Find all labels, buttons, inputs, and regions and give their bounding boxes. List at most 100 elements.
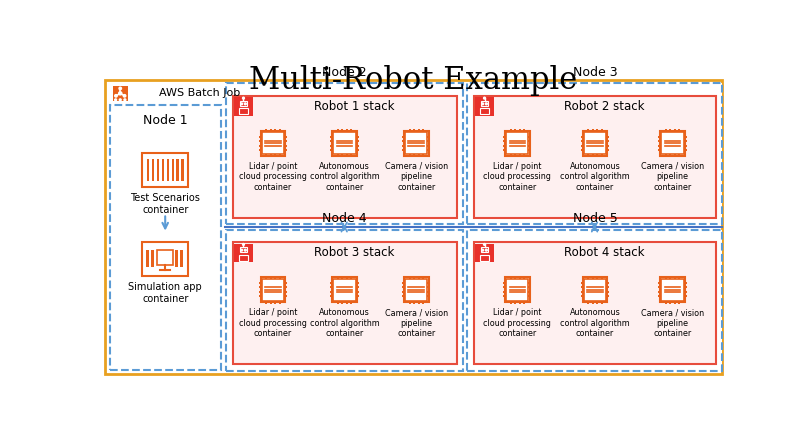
Text: Robot 2 stack: Robot 2 stack (564, 100, 645, 113)
Bar (408, 155, 411, 157)
Circle shape (482, 103, 483, 105)
Bar (408, 276, 411, 279)
Bar (337, 301, 339, 304)
Bar (266, 155, 267, 157)
Text: Camera / vision
pipeline
container: Camera / vision pipeline container (385, 308, 448, 338)
Bar (659, 286, 662, 289)
Circle shape (119, 87, 122, 90)
Bar (596, 301, 598, 304)
Text: Autonomous
control algorithm
container: Autonomous control algorithm container (560, 308, 629, 338)
Bar (583, 131, 608, 156)
Bar (278, 129, 281, 132)
Bar (428, 144, 430, 147)
Bar (504, 295, 506, 298)
Bar (684, 136, 687, 138)
Bar (413, 155, 415, 157)
Bar (259, 149, 261, 151)
Text: Lidar / point
cloud processing
container: Lidar / point cloud processing container (239, 162, 307, 192)
Bar (678, 301, 680, 304)
Circle shape (483, 244, 486, 245)
Bar (480, 108, 489, 114)
Bar (413, 129, 415, 132)
Bar (669, 129, 671, 132)
Bar (581, 136, 583, 138)
Bar (669, 155, 671, 157)
Bar (514, 129, 516, 132)
Text: Node 2: Node 2 (322, 66, 367, 79)
Bar (529, 149, 532, 151)
Bar (581, 140, 583, 142)
Bar (669, 301, 671, 304)
Bar (341, 301, 343, 304)
Bar (259, 295, 261, 298)
Bar (266, 129, 267, 132)
Bar (356, 149, 359, 151)
Bar (606, 136, 609, 138)
Bar (417, 301, 420, 304)
Bar (337, 155, 339, 157)
Bar (510, 301, 512, 304)
Bar (350, 155, 353, 157)
Bar (234, 97, 253, 116)
Bar (523, 129, 525, 132)
Bar (331, 144, 333, 147)
Bar (346, 155, 348, 157)
Circle shape (245, 103, 246, 105)
Bar (510, 155, 512, 157)
Bar (659, 144, 662, 147)
Circle shape (486, 249, 487, 251)
Bar (665, 301, 667, 304)
Bar (402, 286, 405, 289)
Text: Node 3: Node 3 (573, 66, 617, 79)
Text: Multi-Robot Example: Multi-Robot Example (249, 65, 577, 96)
Bar (166, 159, 169, 181)
Text: AWS Batch Job: AWS Batch Job (159, 88, 240, 98)
Bar (408, 129, 411, 132)
Bar (112, 86, 128, 101)
Bar (175, 250, 178, 267)
Bar (350, 276, 353, 279)
Bar (142, 242, 189, 276)
Bar (510, 129, 512, 132)
Bar (428, 149, 430, 151)
Bar (583, 278, 608, 302)
Bar (402, 136, 405, 138)
Bar (504, 140, 506, 142)
Bar (596, 155, 598, 157)
Bar (506, 279, 529, 301)
Circle shape (115, 95, 117, 97)
Bar (331, 140, 333, 142)
Bar (474, 96, 717, 218)
Bar (481, 247, 487, 252)
Circle shape (243, 244, 245, 245)
Bar (341, 276, 343, 279)
Bar (514, 155, 516, 157)
Bar (481, 101, 487, 106)
Bar (504, 136, 506, 138)
Text: Node 1: Node 1 (143, 114, 187, 127)
Bar (581, 149, 583, 151)
Bar (239, 108, 248, 114)
Bar (659, 149, 662, 151)
Bar (261, 278, 286, 302)
Bar (592, 155, 594, 157)
Bar (422, 129, 424, 132)
Bar (331, 295, 333, 298)
Bar (684, 140, 687, 142)
Bar (356, 291, 359, 293)
Bar (514, 276, 516, 279)
Bar (506, 132, 529, 155)
Bar (270, 301, 272, 304)
Bar (270, 276, 272, 279)
Bar (232, 96, 457, 218)
Bar (350, 129, 353, 132)
Bar (662, 279, 684, 301)
Circle shape (123, 95, 126, 97)
Circle shape (115, 99, 116, 101)
Bar (417, 276, 420, 279)
Bar (581, 286, 583, 289)
Bar (606, 286, 609, 289)
Bar (529, 291, 532, 293)
Bar (356, 282, 359, 284)
Bar (523, 276, 525, 279)
